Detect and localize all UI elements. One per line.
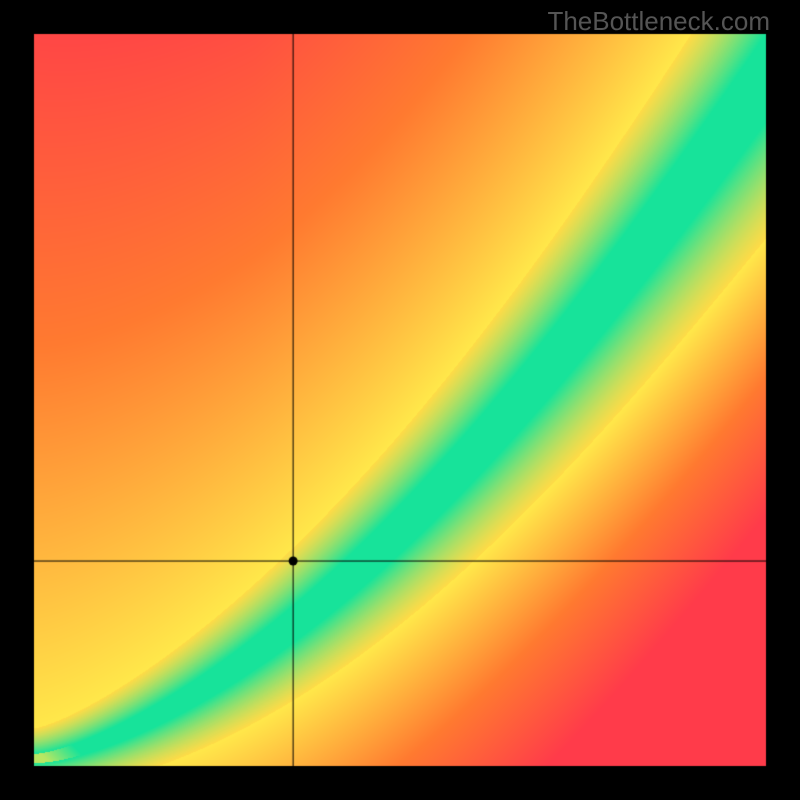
chart-container: TheBottleneck.com <box>0 0 800 800</box>
heatmap-canvas <box>0 0 800 800</box>
watermark-text: TheBottleneck.com <box>547 6 770 37</box>
